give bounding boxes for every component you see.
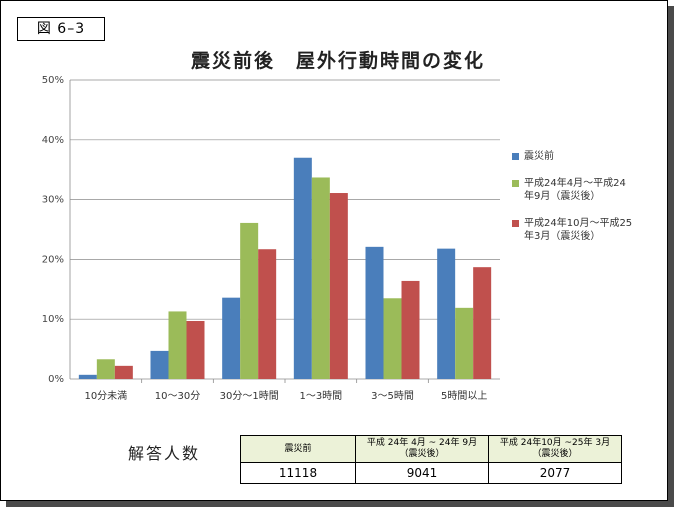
x-tick-label: 30分〜1時間 [220, 390, 279, 402]
respondents-table: 震災前 平成 24年 4月 ~ 24年 9月 （震災後） 平成 24年10月 ~… [240, 435, 622, 484]
x-tick-label: 5時間以上 [441, 390, 487, 402]
x-tick-label: 1〜3時間 [299, 390, 342, 402]
y-tick-label: 20% [42, 254, 64, 265]
respondents-header-before: 震災前 [240, 435, 356, 463]
legend-item-period2: 平成24年10月〜平成25 年3月（震災後） [512, 217, 662, 243]
bar [186, 320, 205, 379]
legend-swatch-before [512, 153, 519, 160]
bar [401, 280, 420, 379]
bar [437, 248, 456, 379]
y-tick-label: 40% [42, 135, 64, 146]
respondents-header-period1: 平成 24年 4月 ~ 24年 9月 （震災後） [355, 435, 489, 463]
chart-title: 震災前後 屋外行動時間の変化 [190, 50, 485, 72]
bar [114, 365, 133, 379]
respondents-header-period2: 平成 24年10月 ~25年 3月 （震災後） [488, 435, 622, 463]
respondents-header-period2-line2: （震災後） [532, 449, 578, 459]
legend-label-period2-line1: 平成24年10月〜平成25 [524, 218, 633, 229]
bar [96, 359, 115, 379]
legend-item-before: 震災前 [512, 150, 662, 163]
bar [311, 177, 330, 379]
respondents-header-before-text: 震災前 [284, 443, 312, 454]
chart-legend: 震災前 平成24年4月〜平成24 年9月（震災後） 平成24年10月〜平成25 … [512, 150, 662, 257]
x-tick-label: 3〜5時間 [371, 390, 414, 402]
bar [240, 222, 259, 379]
y-tick-label: 50% [42, 75, 64, 86]
bar [78, 374, 97, 379]
bar [473, 267, 492, 379]
respondents-header-period1-line1: 平成 24年 4月 ~ 24年 9月 [366, 438, 478, 448]
y-tick-label: 30% [42, 195, 64, 206]
respondents-value-period1: 9041 [355, 462, 489, 484]
legend-label-period1-line2: 年9月（震災後） [524, 191, 601, 202]
legend-swatch-period1 [512, 180, 519, 187]
bar [455, 307, 474, 379]
respondents-header-row: 震災前 平成 24年 4月 ~ 24年 9月 （震災後） 平成 24年10月 ~… [240, 435, 622, 463]
bar [365, 246, 384, 379]
y-tick-label: 10% [42, 314, 64, 325]
legend-item-period1: 平成24年4月〜平成24 年9月（震災後） [512, 177, 662, 203]
x-tick-label: 10分未満 [84, 390, 127, 402]
legend-label-period1-line1: 平成24年4月〜平成24 [524, 178, 626, 189]
respondents-values-row: 11118 9041 2077 [240, 462, 622, 484]
bar [329, 193, 348, 379]
bar [293, 157, 312, 379]
respondents-value-before: 11118 [240, 462, 356, 484]
legend-swatch-period2 [512, 220, 519, 227]
bar [150, 350, 169, 379]
respondents-header-period2-line1: 平成 24年10月 ~25年 3月 [499, 438, 611, 448]
bar [258, 249, 277, 379]
legend-label-before-line1: 震災前 [524, 151, 554, 162]
x-tick-label: 10〜30分 [155, 390, 200, 402]
legend-label-period2-line2: 年3月（震災後） [524, 231, 601, 242]
bar [383, 298, 402, 379]
respondents-value-period2: 2077 [488, 462, 622, 484]
bar [222, 297, 241, 379]
respondents-header-period1-line2: （震災後） [399, 449, 445, 459]
y-tick-label: 0% [48, 374, 64, 385]
figure-label: 図 6–3 [17, 17, 105, 41]
bar [168, 311, 187, 379]
respondents-label: 解答人数 [128, 444, 201, 463]
